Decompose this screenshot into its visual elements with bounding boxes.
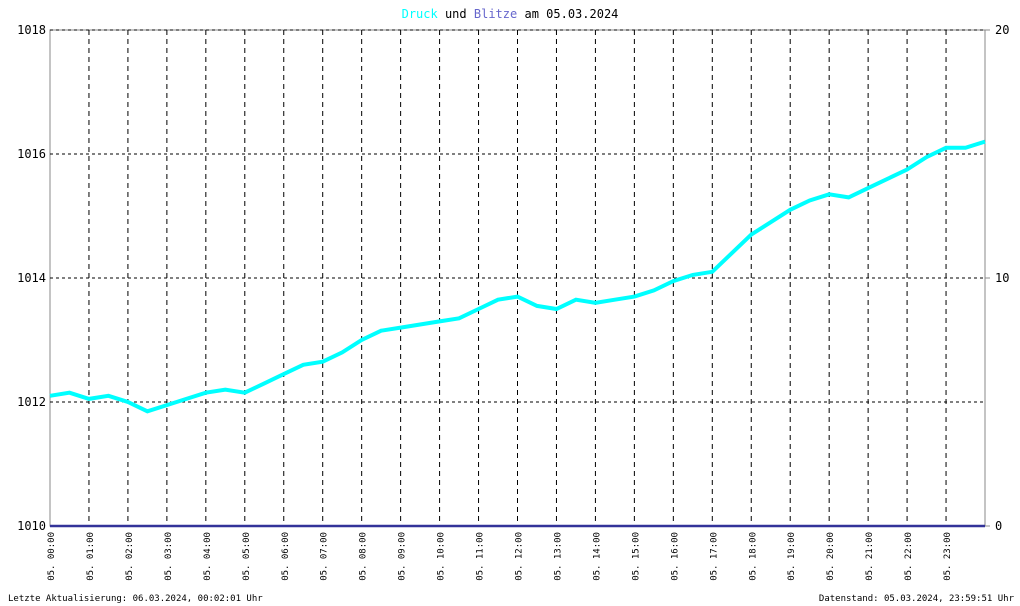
x-tick-label: 05. 12:00 <box>515 532 525 581</box>
x-tick-label: 05. 04:00 <box>203 532 213 581</box>
x-tick-label: 05. 18:00 <box>748 532 758 581</box>
y-tick-label: 1016 <box>17 147 46 161</box>
title-series: Druck <box>402 7 439 21</box>
x-tick-label: 05. 00:00 <box>47 532 57 581</box>
x-tick-label: 05. 22:00 <box>904 532 914 581</box>
x-tick-label: 05. 20:00 <box>826 532 836 581</box>
title-series: Blitze <box>474 7 517 21</box>
x-tick-label: 05. 08:00 <box>359 532 369 581</box>
x-tick-label: 05. 13:00 <box>553 532 563 581</box>
footer-right: Datenstand: 05.03.2024, 23:59:51 Uhr <box>819 594 1015 604</box>
y2-tick-label: 10 <box>995 271 1009 285</box>
x-tick-label: 05. 01:00 <box>86 532 96 581</box>
x-tick-label: 05. 19:00 <box>787 532 797 581</box>
series-line <box>49 139 986 414</box>
x-tick-label: 05. 06:00 <box>281 532 291 581</box>
x-tick-label: 05. 05:00 <box>242 532 252 581</box>
x-tick-label: 05. 21:00 <box>865 532 875 581</box>
y-tick-label: 1014 <box>17 271 46 285</box>
y-tick-label: 1010 <box>17 519 46 533</box>
x-tick-label: 05. 03:00 <box>164 532 174 581</box>
x-tick-label: 05. 15:00 <box>631 532 641 581</box>
y2-tick-label: 0 <box>995 519 1002 533</box>
x-tick-label: 05. 16:00 <box>670 532 680 581</box>
x-tick-label: 05. 07:00 <box>320 532 330 581</box>
x-tick-label: 05. 11:00 <box>476 532 486 581</box>
y-tick-label: 1018 <box>17 23 46 37</box>
x-tick-label: 05. 10:00 <box>437 532 447 581</box>
footer-left: Letzte Aktualisierung: 06.03.2024, 00:02… <box>8 594 263 604</box>
x-tick-label: 05. 23:00 <box>943 532 953 581</box>
x-tick-label: 05. 09:00 <box>398 532 408 581</box>
x-tick-label: 05. 14:00 <box>592 532 602 581</box>
y-tick-label: 1012 <box>17 395 46 409</box>
x-tick-label: 05. 17:00 <box>709 532 719 581</box>
y2-tick-label: 20 <box>995 23 1009 37</box>
chart-title: Druck und Blitze am 05.03.2024 <box>402 7 619 21</box>
x-tick-label: 05. 02:00 <box>125 532 135 581</box>
title-word: und <box>445 7 467 21</box>
title-word: am 05.03.2024 <box>524 7 618 21</box>
